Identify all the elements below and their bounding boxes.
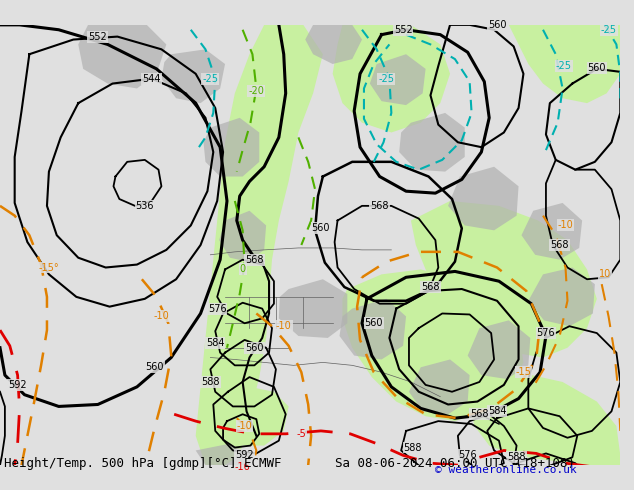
Text: -10: -10	[236, 421, 252, 431]
Polygon shape	[342, 270, 524, 421]
Text: 568: 568	[550, 240, 569, 250]
Polygon shape	[470, 372, 620, 465]
Text: 560: 560	[245, 343, 264, 353]
Text: 10: 10	[598, 270, 611, 279]
Text: 0: 0	[240, 265, 246, 274]
Polygon shape	[305, 25, 362, 64]
Text: 576: 576	[458, 450, 477, 460]
Text: -20: -20	[249, 86, 264, 97]
Polygon shape	[333, 25, 450, 132]
Text: 568: 568	[370, 201, 389, 211]
Text: 552: 552	[394, 25, 413, 35]
Text: 588: 588	[507, 452, 526, 462]
Polygon shape	[448, 167, 519, 230]
Polygon shape	[196, 443, 252, 465]
Polygon shape	[508, 25, 620, 103]
Polygon shape	[409, 360, 470, 414]
Text: 588: 588	[201, 377, 219, 387]
Text: -16: -16	[235, 462, 250, 472]
Polygon shape	[204, 118, 259, 176]
Text: 576: 576	[536, 328, 555, 338]
Text: 560: 560	[145, 362, 164, 372]
Text: -25: -25	[555, 61, 572, 71]
Text: 568: 568	[470, 409, 489, 419]
Text: -10: -10	[153, 312, 169, 321]
Text: 592: 592	[235, 450, 254, 460]
Text: 560: 560	[312, 223, 330, 233]
Polygon shape	[370, 54, 425, 105]
Text: -10: -10	[558, 220, 573, 230]
Polygon shape	[468, 320, 530, 379]
Text: 588: 588	[404, 442, 422, 453]
Polygon shape	[339, 299, 406, 360]
Text: 568: 568	[421, 282, 440, 292]
Text: 560: 560	[488, 20, 507, 30]
Text: -25: -25	[202, 74, 218, 84]
Polygon shape	[399, 113, 465, 172]
Text: -15°: -15°	[39, 263, 59, 272]
Polygon shape	[522, 203, 582, 260]
Polygon shape	[196, 25, 323, 465]
Text: © weatheronline.co.uk: © weatheronline.co.uk	[436, 465, 577, 475]
Text: 592: 592	[8, 380, 27, 390]
Text: -5: -5	[297, 429, 306, 439]
Text: 560: 560	[588, 63, 606, 73]
Text: 536: 536	[136, 201, 154, 211]
Text: 544: 544	[143, 74, 161, 84]
Polygon shape	[279, 279, 347, 338]
Text: -25: -25	[600, 25, 616, 35]
Polygon shape	[219, 211, 266, 262]
Polygon shape	[162, 49, 225, 103]
Text: -25: -25	[378, 74, 394, 84]
Text: 584: 584	[488, 406, 507, 416]
Polygon shape	[78, 25, 166, 89]
Text: -15: -15	[515, 367, 531, 377]
Polygon shape	[216, 387, 288, 445]
Text: Sa 08-06-2024 06:00 UTC (18+108): Sa 08-06-2024 06:00 UTC (18+108)	[335, 457, 574, 470]
Text: 576: 576	[208, 304, 226, 314]
Text: 584: 584	[206, 338, 224, 348]
Text: -10: -10	[276, 321, 292, 331]
Polygon shape	[411, 201, 597, 358]
Text: 552: 552	[89, 31, 107, 42]
Text: 560: 560	[365, 318, 383, 328]
Text: Height/Temp. 500 hPa [gdmp][°C] ECMWF: Height/Temp. 500 hPa [gdmp][°C] ECMWF	[4, 457, 281, 470]
Text: 568: 568	[245, 255, 264, 265]
Polygon shape	[528, 268, 595, 326]
